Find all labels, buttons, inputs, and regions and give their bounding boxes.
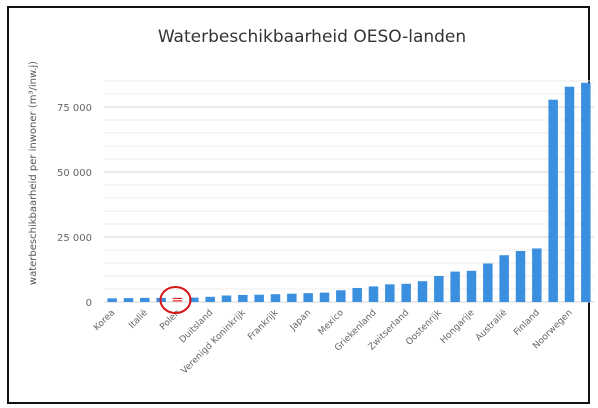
- bar: [336, 290, 346, 302]
- y-axis-ticks: 0 25 000 50 000 75 000: [57, 103, 92, 309]
- bar: [401, 283, 411, 302]
- bar-highlighted: [172, 297, 183, 302]
- bar: [417, 281, 428, 302]
- bar: [221, 295, 232, 302]
- highlight-circle: [159, 286, 192, 314]
- x-tick-label: Italië: [127, 308, 150, 331]
- bar: [499, 255, 509, 302]
- y-tick-label: 0: [86, 298, 92, 309]
- x-tick-label: Korea: [92, 308, 117, 333]
- y-tick-label: 25 000: [57, 233, 92, 244]
- y-tick-label: 50 000: [57, 168, 92, 179]
- x-tick-label: Japan: [288, 308, 314, 334]
- x-tick-label: Australië: [474, 308, 510, 344]
- bar: [189, 297, 199, 302]
- bar: [548, 99, 558, 302]
- chart-title: Waterbeschikbaarheid OESO-landen: [158, 27, 466, 47]
- annotations: [159, 286, 192, 314]
- bar: [205, 296, 215, 302]
- bar: [368, 286, 379, 302]
- bar: [581, 82, 591, 302]
- bar: [483, 263, 493, 302]
- x-tick-label: Hongarije: [439, 308, 477, 346]
- bars: [107, 82, 591, 302]
- bar: [564, 86, 575, 302]
- gridlines: [104, 80, 594, 303]
- bar: [270, 294, 281, 302]
- y-axis-label: waterbeschikbaarheid per inwoner (m³/inw…: [28, 61, 39, 285]
- bar: [515, 251, 526, 302]
- bar: [352, 287, 362, 302]
- chart-frame: [7, 6, 590, 404]
- bar: [287, 293, 297, 302]
- bar: [450, 271, 460, 302]
- bar: [532, 248, 542, 302]
- bar: [434, 276, 444, 302]
- bar: [123, 298, 134, 302]
- bar: [238, 294, 248, 302]
- x-tick-label: Frankrijk: [246, 308, 281, 343]
- bar: [254, 294, 264, 302]
- bar: [140, 297, 150, 302]
- x-tick-label: Verenigd Koninkrijk: [180, 308, 249, 377]
- x-tick-label: Finland: [512, 308, 542, 338]
- bar: [319, 292, 330, 302]
- bar: [385, 284, 395, 302]
- bar-highlight-bg: [172, 297, 183, 302]
- bar: [107, 298, 117, 302]
- x-tick-label: Mexico: [317, 308, 347, 338]
- bar: [303, 293, 313, 302]
- bar: [466, 270, 477, 302]
- y-tick-label: 75 000: [57, 103, 92, 114]
- x-tick-label: Oostenrijk: [404, 307, 444, 347]
